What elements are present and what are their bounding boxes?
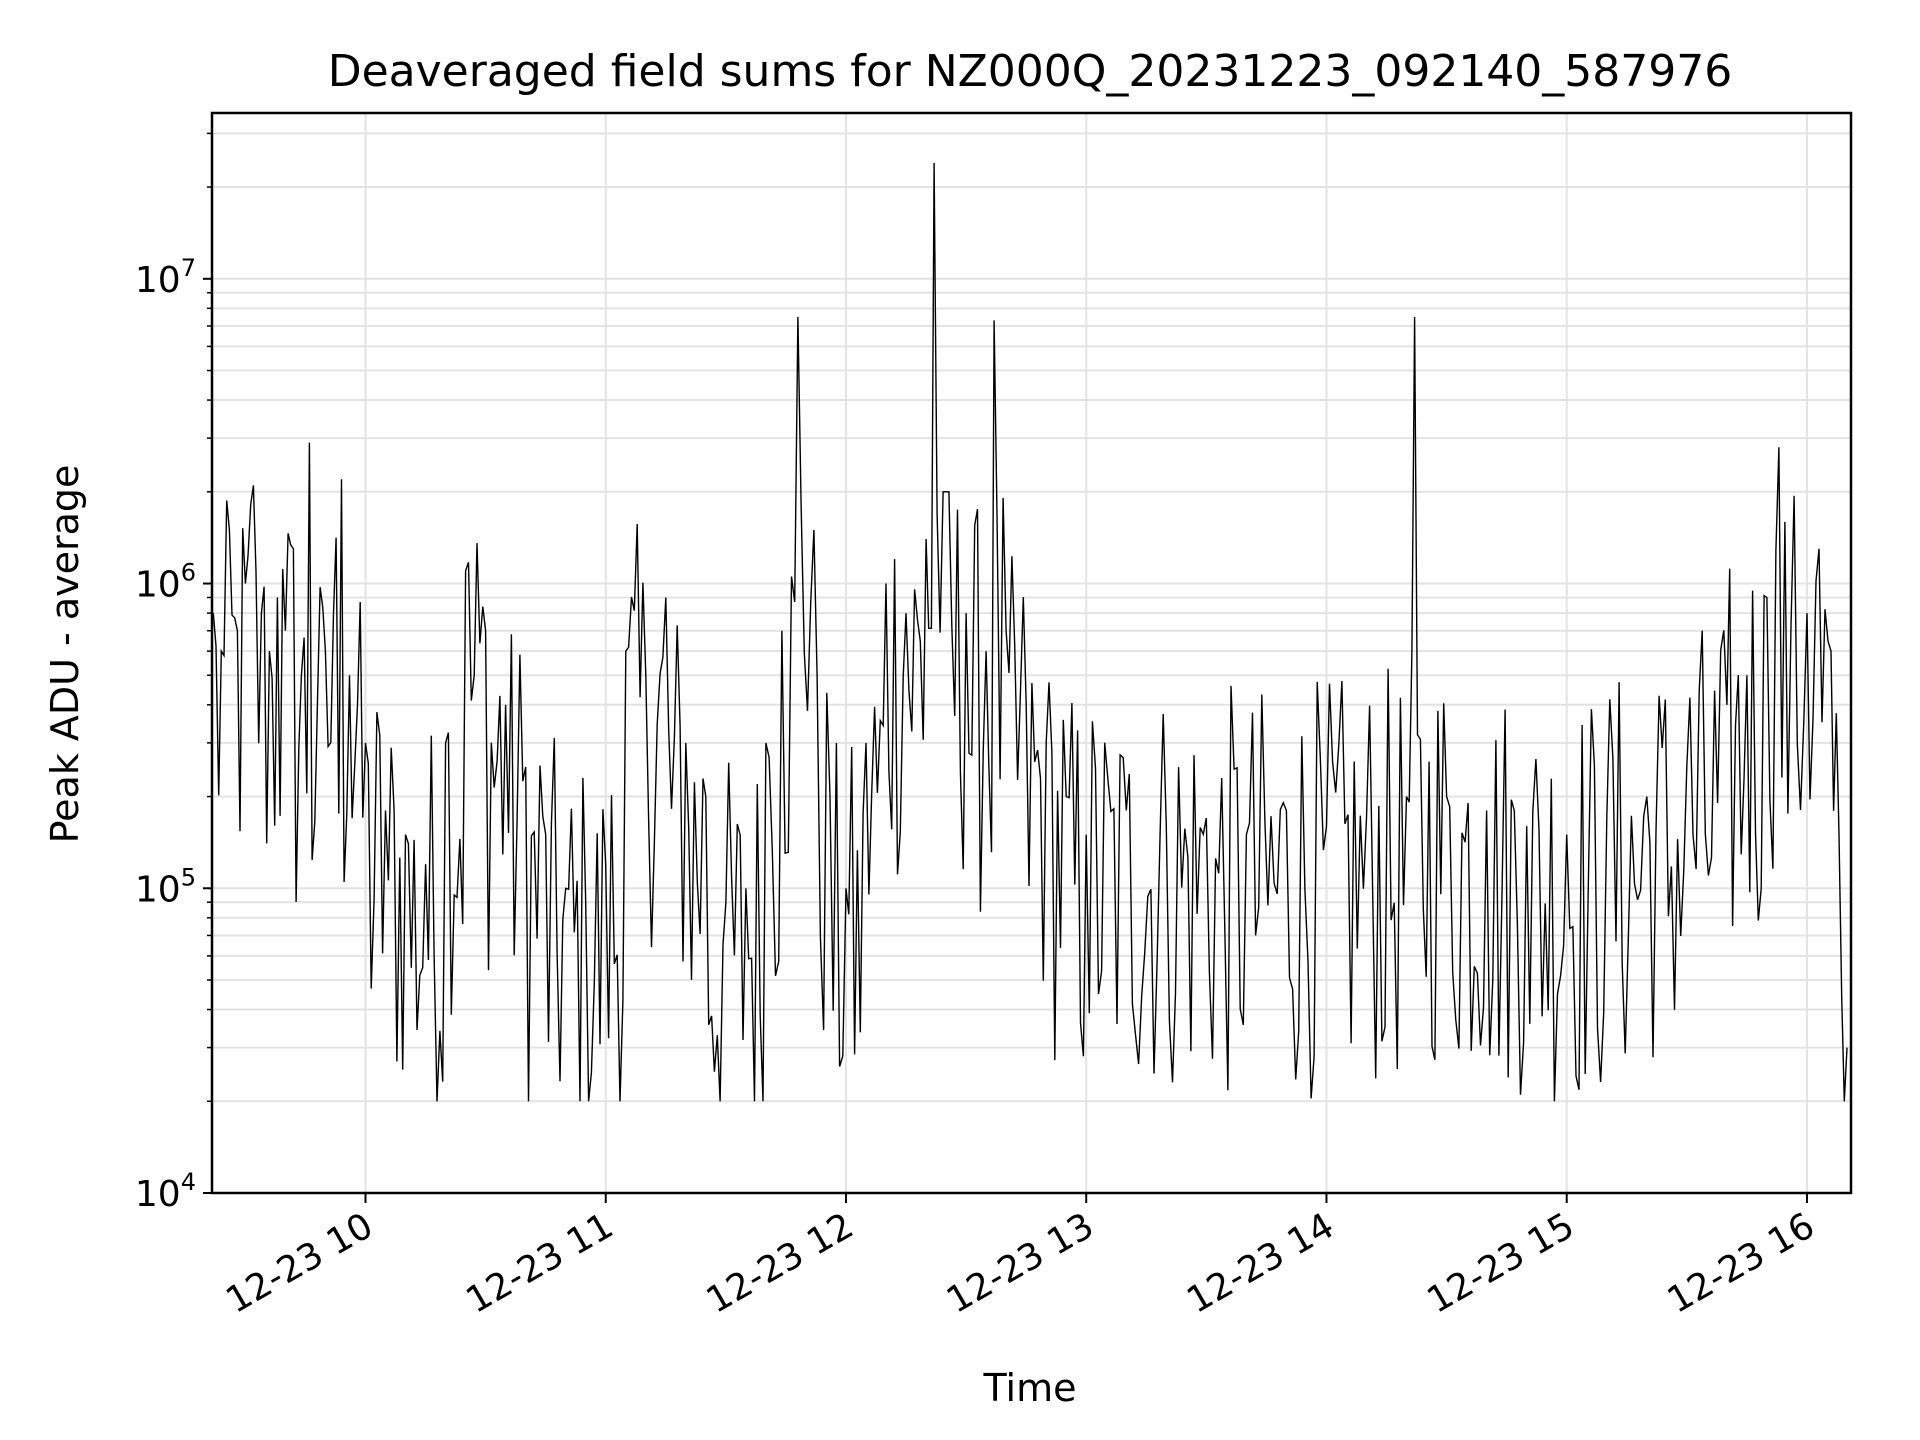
- y-tick-label-base: 10: [135, 1174, 181, 1215]
- series-path: [212, 162, 1848, 1102]
- y-axis-label: Peak ADU - average: [43, 465, 87, 844]
- y-tick-label-exponent: 5: [181, 863, 196, 891]
- y-tick-label-base: 10: [135, 869, 181, 910]
- y-tick-label-base: 10: [135, 260, 181, 301]
- y-tick-label-base: 10: [135, 565, 181, 606]
- y-tick-label: 104: [135, 1168, 196, 1215]
- series-line: [212, 162, 1848, 1102]
- plot-frame: [210, 111, 1853, 1195]
- x-axis-label: Time: [983, 1366, 1077, 1410]
- y-tick-label-exponent: 6: [181, 559, 196, 587]
- chart-title: Deaveraged field sums for NZ000Q_2023122…: [328, 46, 1733, 97]
- y-tick-label: 105: [135, 863, 196, 910]
- y-tick-label: 106: [135, 559, 196, 606]
- y-tick-label-exponent: 7: [181, 254, 196, 282]
- grid: [212, 113, 1851, 1194]
- y-tick-label-exponent: 4: [181, 1168, 196, 1196]
- y-tick-label: 107: [135, 254, 196, 301]
